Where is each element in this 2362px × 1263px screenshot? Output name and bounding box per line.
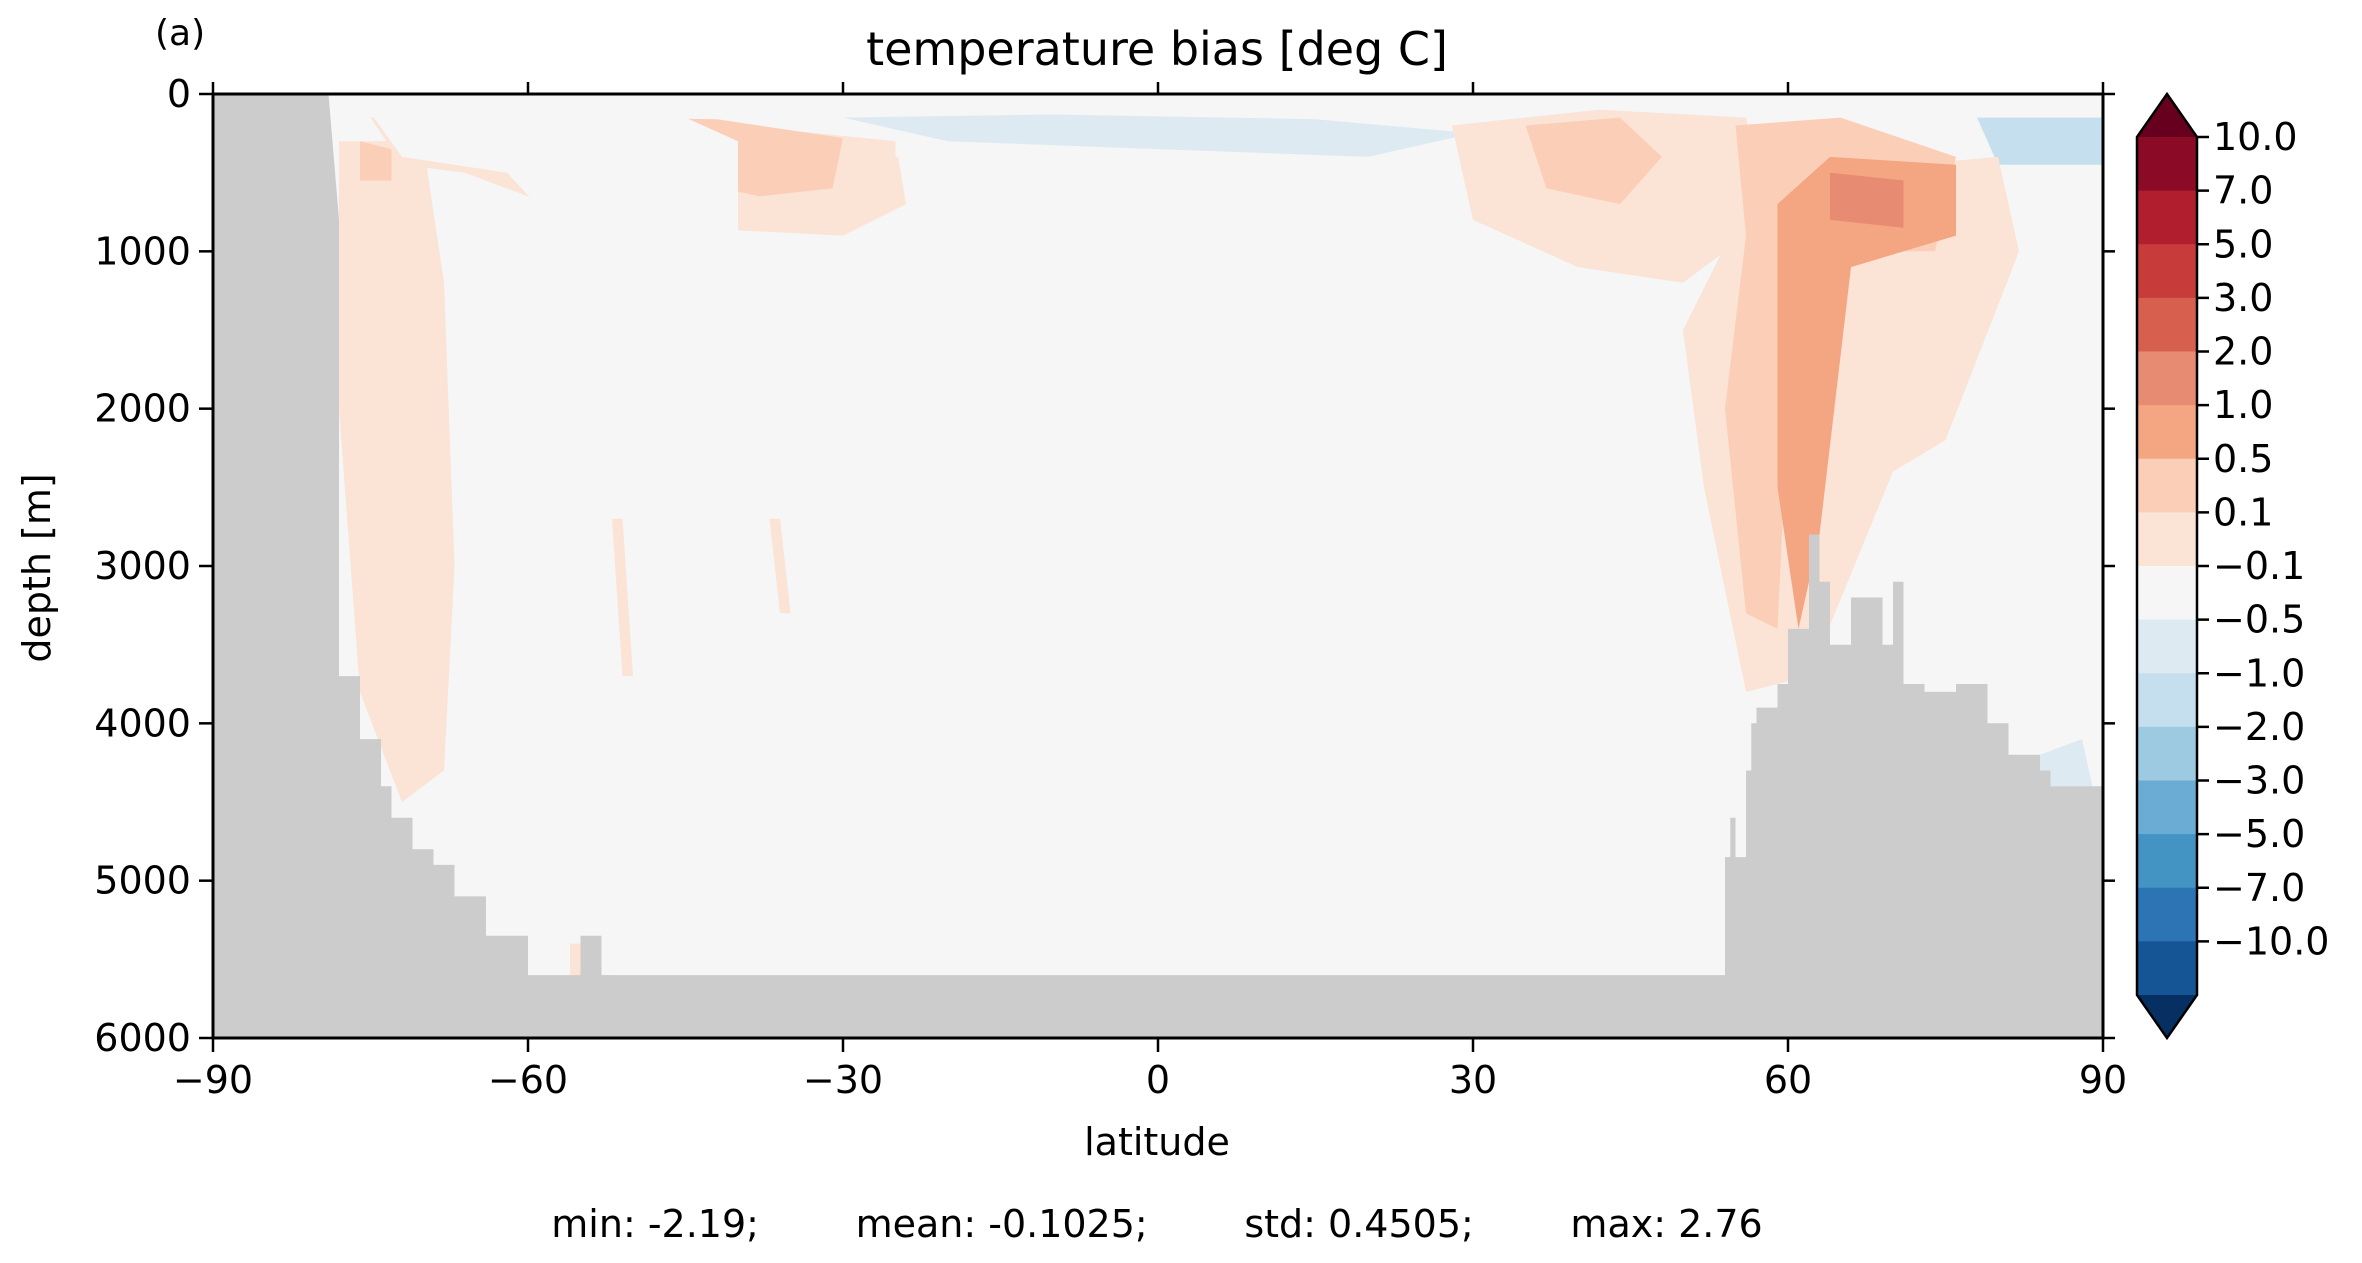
colorbar-label: 1.0 — [2213, 383, 2273, 427]
colorbar-segment — [2137, 941, 2197, 996]
colorbar-segment — [2137, 351, 2197, 406]
bias-region-5 — [769, 518, 791, 614]
colorbar-segment — [2137, 566, 2197, 621]
colorbar-segment — [2137, 190, 2197, 245]
colorbar-segment — [2137, 512, 2197, 567]
x-tick-label: 60 — [1764, 1058, 1812, 1102]
bias-region-0 — [339, 141, 455, 802]
colorbar-label: 5.0 — [2213, 222, 2273, 266]
colorbar-label: 3.0 — [2213, 276, 2273, 320]
bias-region-10 — [1473, 235, 1631, 386]
bias-region-15 — [2040, 739, 2093, 787]
colorbar-label: −7.0 — [2213, 866, 2305, 910]
y-tick-label: 6000 — [94, 1016, 191, 1060]
x-tick-label: −30 — [803, 1058, 883, 1102]
colorbar-segment — [2137, 780, 2197, 835]
colorbar-segment — [2137, 244, 2197, 299]
bias-region-4 — [612, 518, 633, 677]
x-tick-label: 0 — [1146, 1058, 1170, 1102]
colorbar-segment — [2137, 887, 2197, 942]
bias-region-14 — [1977, 117, 2103, 165]
colorbar-label: −0.1 — [2213, 544, 2305, 588]
colorbar-segment — [2137, 297, 2197, 352]
colorbar-segment — [2137, 726, 2197, 781]
colorbar-segment — [2137, 405, 2197, 460]
y-tick-label: 0 — [167, 72, 191, 116]
colorbar-segment — [2137, 834, 2197, 889]
x-tick-label: 90 — [2079, 1058, 2127, 1102]
colorbar-segment — [2137, 673, 2197, 728]
bias-region-2 — [360, 141, 392, 181]
bias-region-9 — [843, 114, 1473, 157]
chart-title: temperature bias [deg C] — [866, 22, 1448, 76]
y-tick-label: 2000 — [94, 387, 191, 431]
colorbar-label: 10.0 — [2213, 115, 2298, 159]
x-axis-label: latitude — [1084, 1120, 1230, 1164]
x-tick-label: 30 — [1449, 1058, 1497, 1102]
plot-area: −90 −60 −30 0 30 60 90 0 1000 2000 3000 4000 5000 60… — [94, 72, 2127, 1102]
colorbar-label: −10.0 — [2213, 919, 2329, 963]
y-tick-label: 1000 — [94, 229, 191, 273]
colorbar-label: −0.5 — [2213, 598, 2305, 642]
bias-regions — [339, 106, 2103, 976]
colorbar-extend-bottom — [2137, 995, 2197, 1038]
panel-label: (a) — [155, 13, 205, 54]
colorbar-segment — [2137, 458, 2197, 513]
x-tick-label: −60 — [488, 1058, 568, 1102]
colorbar: 10.0 7.0 5.0 3.0 2.0 1.0 0.5 0.1 −0.1 −0.5 −1.0 −2.… — [2135, 91, 2329, 1041]
colorbar-label: 2.0 — [2213, 330, 2273, 374]
stats-text: min: -2.19; mean: -0.1025; std: 0.4505; … — [551, 1202, 1762, 1246]
colorbar-label: 7.0 — [2213, 169, 2273, 213]
bathymetry-land — [213, 94, 2103, 1038]
colorbar-extend-top — [2137, 94, 2197, 137]
bias-region-19 — [1525, 117, 1662, 205]
colorbar-label: −2.0 — [2213, 705, 2305, 749]
y-tick-label: 3000 — [94, 544, 191, 588]
colorbar-label: −1.0 — [2213, 651, 2305, 695]
bias-region-8 — [895, 106, 1631, 283]
colorbar-label: −3.0 — [2213, 759, 2305, 803]
y-tick-label: 5000 — [94, 859, 191, 903]
bias-region-21 — [1830, 172, 1904, 228]
x-axis-ticks: −90 −60 −30 0 30 60 90 — [173, 82, 2127, 1102]
y-tick-label: 4000 — [94, 701, 191, 745]
y-axis-label: depth [m] — [15, 473, 59, 662]
y-axis-ticks: 0 1000 2000 3000 4000 5000 6000 — [94, 72, 2115, 1060]
colorbar-label: 0.1 — [2213, 490, 2273, 534]
colorbar-segment — [2137, 619, 2197, 674]
bias-region-7 — [370, 109, 738, 315]
colorbar-segment — [2137, 137, 2197, 192]
colorbar-label: 0.5 — [2213, 437, 2273, 481]
bias-region-20 — [1777, 156, 1956, 629]
colorbar-label: −5.0 — [2213, 812, 2305, 856]
x-tick-label: −90 — [173, 1058, 253, 1102]
